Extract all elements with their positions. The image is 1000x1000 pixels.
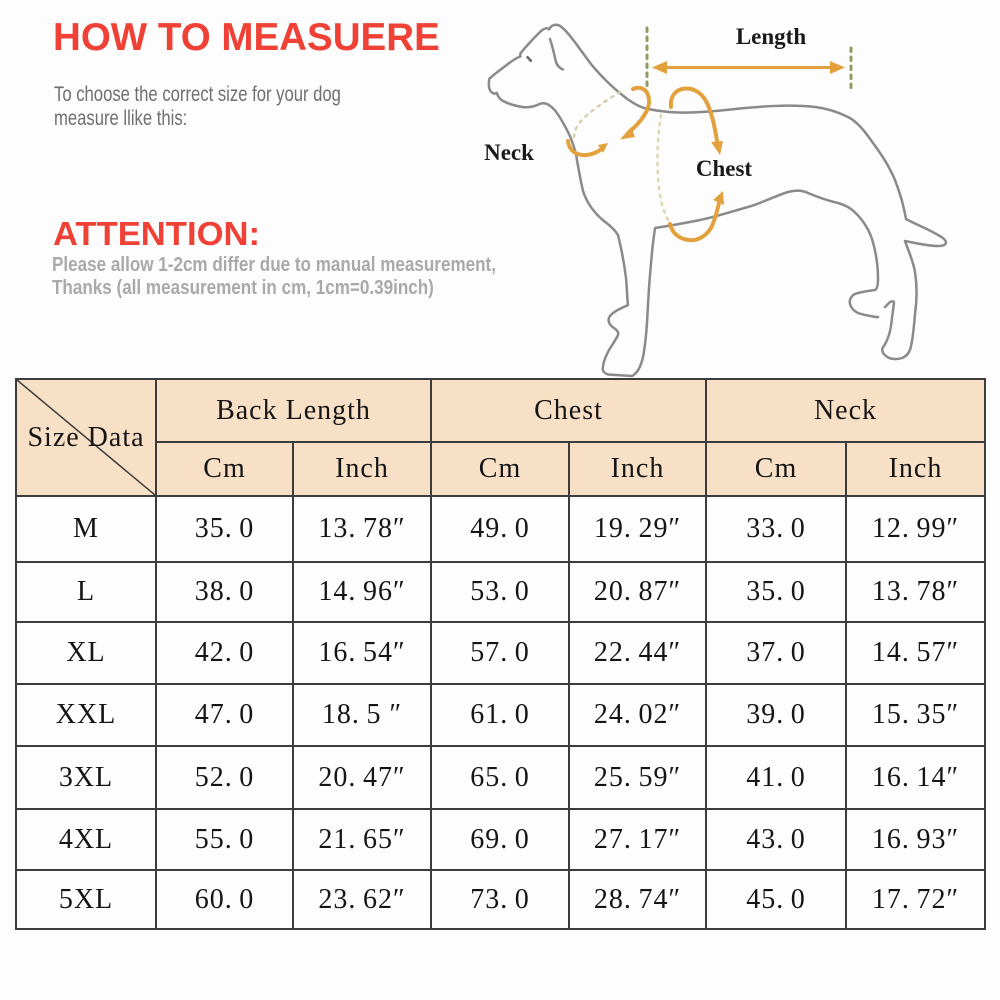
svg-text:Chest: Chest xyxy=(696,156,753,181)
svg-text:Neck: Neck xyxy=(484,140,534,165)
svg-text:Length: Length xyxy=(736,24,807,49)
